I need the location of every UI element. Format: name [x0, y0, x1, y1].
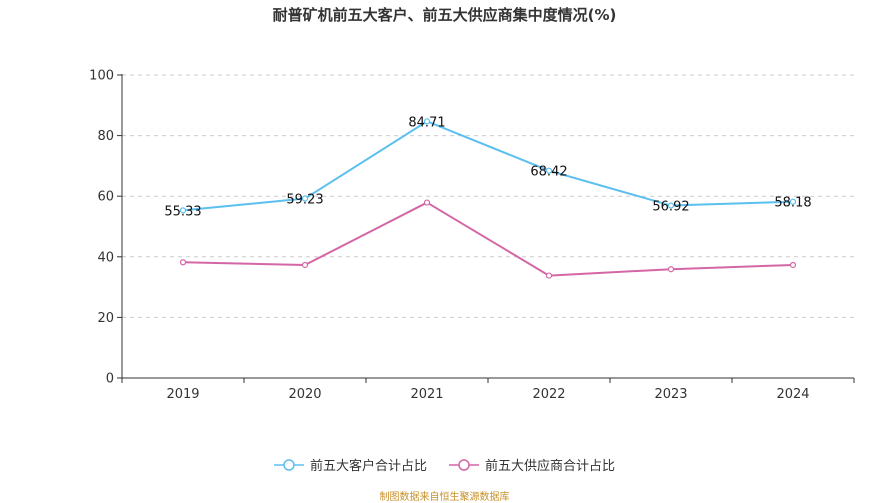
legend-label-customers: 前五大客户合计占比	[309, 459, 427, 474]
y-tick-label: 20	[97, 311, 114, 326]
series-line-0	[182, 120, 794, 212]
data-point	[179, 259, 187, 266]
axes: 0 20 40 60 80 100 2019 2020 2021 2022 2023 2024	[89, 69, 855, 402]
legend-item-suppliers[interactable]: 前五大供应商合计占比	[449, 455, 615, 474]
legend-marker-suppliers	[449, 458, 479, 471]
data-point	[301, 261, 309, 269]
grid-lines	[122, 74, 854, 318]
data-label: 58.18	[774, 196, 811, 211]
y-tick-label: 60	[97, 190, 114, 205]
data-point	[545, 272, 553, 279]
legend-marker-customers	[273, 458, 304, 471]
data-labels: 55.33 59.23 84.71 68.42 56.92 58.18	[164, 115, 811, 219]
y-tick-label: 100	[89, 69, 114, 84]
x-tick-label: 2023	[654, 387, 687, 402]
data-label: 56.92	[652, 200, 689, 215]
data-label: 68.42	[530, 165, 567, 180]
data-point	[789, 198, 797, 205]
data-point	[179, 207, 187, 214]
data-point	[301, 195, 309, 202]
y-tick-label: 80	[97, 129, 114, 144]
y-tick-label: 0	[106, 372, 114, 387]
data-point	[789, 261, 797, 269]
y-tick-label: 40	[97, 250, 114, 265]
x-tick-label: 2024	[776, 387, 809, 402]
legend: 前五大客户合计占比 前五大供应商合计占比	[0, 455, 889, 474]
data-label: 59.23	[286, 193, 323, 208]
data-point	[667, 202, 675, 209]
data-point	[423, 199, 431, 206]
data-point	[667, 266, 675, 273]
legend-label-suppliers: 前五大供应商合计占比	[485, 459, 616, 474]
x-tick-label: 2020	[288, 387, 321, 402]
chart-title: 耐普矿机前五大客户、前五大供应商集中度情况(%)	[272, 6, 617, 24]
legend-item-customers[interactable]: 前五大客户合计占比	[273, 455, 427, 474]
data-label: 84.71	[408, 115, 445, 130]
x-tick-label: 2022	[532, 387, 565, 402]
x-tick-label: 2019	[166, 387, 199, 402]
x-tick-label: 2021	[410, 387, 443, 402]
data-label: 55.33	[164, 204, 201, 219]
series-lines	[179, 118, 797, 279]
source-footer: 制图数据来自恒生聚源数据库	[379, 492, 510, 503]
series-line-1	[182, 201, 794, 277]
data-point	[545, 167, 553, 174]
data-point	[423, 118, 431, 125]
